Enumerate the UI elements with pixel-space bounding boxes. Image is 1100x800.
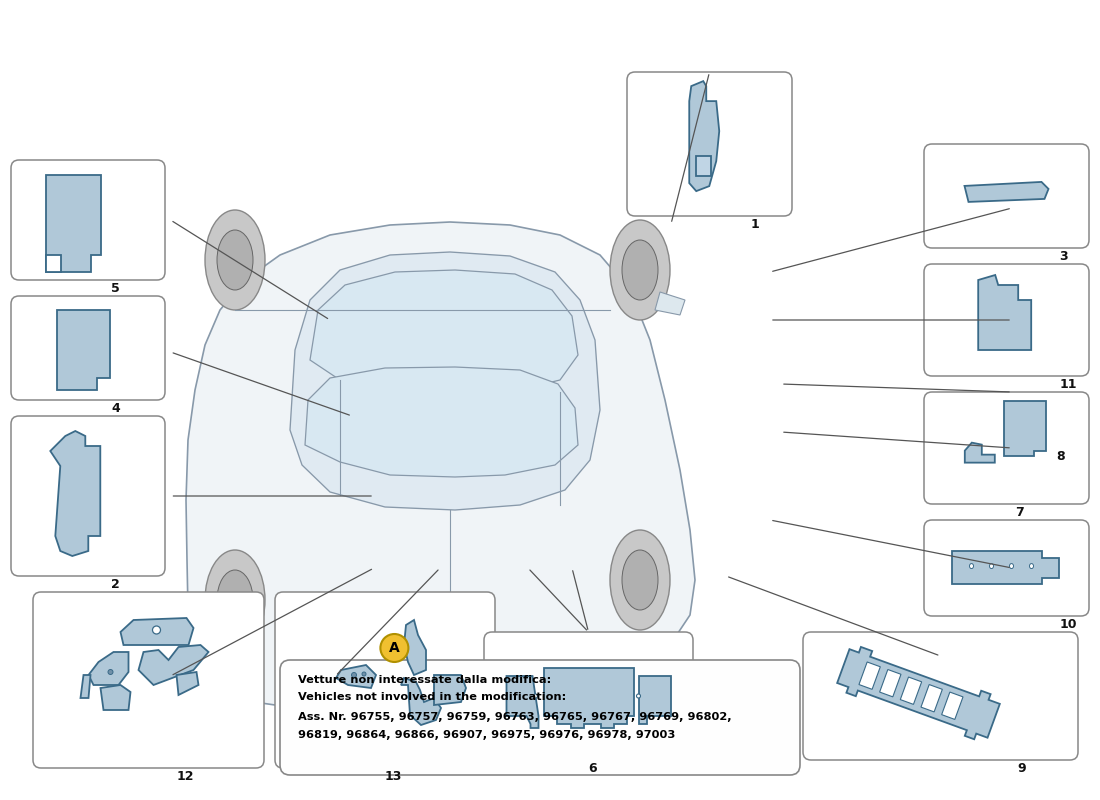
Ellipse shape [990,563,993,569]
Polygon shape [638,676,671,724]
Ellipse shape [621,240,658,300]
Polygon shape [57,310,110,390]
Text: 10: 10 [1059,618,1077,631]
FancyBboxPatch shape [803,632,1078,760]
Polygon shape [51,431,100,556]
Text: 96819, 96864, 96866, 96907, 96975, 96976, 96978, 97003: 96819, 96864, 96866, 96907, 96975, 96976… [298,730,675,740]
FancyBboxPatch shape [11,416,165,576]
Ellipse shape [362,672,366,676]
Polygon shape [543,668,634,728]
Polygon shape [900,677,922,704]
Text: 3: 3 [1059,250,1068,263]
Polygon shape [978,275,1031,350]
FancyBboxPatch shape [924,520,1089,616]
Polygon shape [310,270,578,394]
Text: 13: 13 [385,770,403,783]
FancyBboxPatch shape [280,660,800,775]
Ellipse shape [352,673,356,678]
Text: Vehicles not involved in the modification:: Vehicles not involved in the modificatio… [298,692,566,702]
FancyBboxPatch shape [924,144,1089,248]
Ellipse shape [534,694,538,698]
Polygon shape [859,662,880,690]
Polygon shape [942,692,962,719]
FancyBboxPatch shape [484,632,693,760]
Ellipse shape [621,550,658,610]
FancyBboxPatch shape [11,296,165,400]
Ellipse shape [637,694,640,698]
Polygon shape [404,620,426,675]
Polygon shape [402,678,441,725]
Polygon shape [952,551,1058,584]
Text: 9: 9 [1018,762,1026,775]
Ellipse shape [217,570,253,630]
Polygon shape [336,665,376,688]
Text: 1: 1 [750,218,759,231]
FancyBboxPatch shape [627,72,792,216]
Ellipse shape [217,230,253,290]
Text: 2: 2 [111,578,120,591]
Text: 5: 5 [111,282,120,295]
Polygon shape [186,222,695,712]
Text: Ass. Nr. 96755, 96757, 96759, 96763, 96765, 96767, 96769, 96802,: Ass. Nr. 96755, 96757, 96759, 96763, 967… [298,712,732,722]
Polygon shape [290,252,600,510]
Polygon shape [139,645,209,685]
Text: 6: 6 [588,762,597,775]
Polygon shape [121,618,194,645]
Text: passion for parts.com: passion for parts.com [260,446,601,474]
FancyBboxPatch shape [275,592,495,768]
Polygon shape [434,675,466,705]
Circle shape [381,634,408,662]
Polygon shape [654,292,685,315]
Polygon shape [46,255,60,272]
Polygon shape [837,647,1000,739]
FancyBboxPatch shape [924,392,1089,504]
Polygon shape [696,156,712,176]
Polygon shape [506,676,539,728]
Polygon shape [690,81,719,191]
Polygon shape [921,685,943,712]
Text: Vetture non interessate dalla modifica:: Vetture non interessate dalla modifica: [298,675,551,685]
Ellipse shape [205,210,265,310]
Polygon shape [880,670,901,697]
Text: A: A [389,641,399,655]
FancyBboxPatch shape [924,264,1089,376]
Polygon shape [965,182,1048,202]
Text: 4: 4 [111,402,120,415]
Text: 11: 11 [1059,378,1077,391]
Text: 8: 8 [1056,450,1065,463]
Polygon shape [176,672,198,695]
Polygon shape [305,367,578,477]
Polygon shape [100,685,131,710]
Ellipse shape [610,530,670,630]
Polygon shape [46,175,101,272]
Ellipse shape [205,550,265,650]
Text: 7: 7 [1014,506,1023,519]
Polygon shape [1004,401,1046,456]
Polygon shape [88,652,129,685]
Ellipse shape [610,220,670,320]
Polygon shape [80,675,90,698]
FancyBboxPatch shape [11,160,165,280]
Ellipse shape [153,626,161,634]
Ellipse shape [1030,563,1034,569]
Ellipse shape [1010,563,1013,569]
Ellipse shape [969,563,974,569]
Polygon shape [965,442,994,462]
FancyBboxPatch shape [33,592,264,768]
Text: 12: 12 [176,770,194,783]
Ellipse shape [108,670,113,674]
